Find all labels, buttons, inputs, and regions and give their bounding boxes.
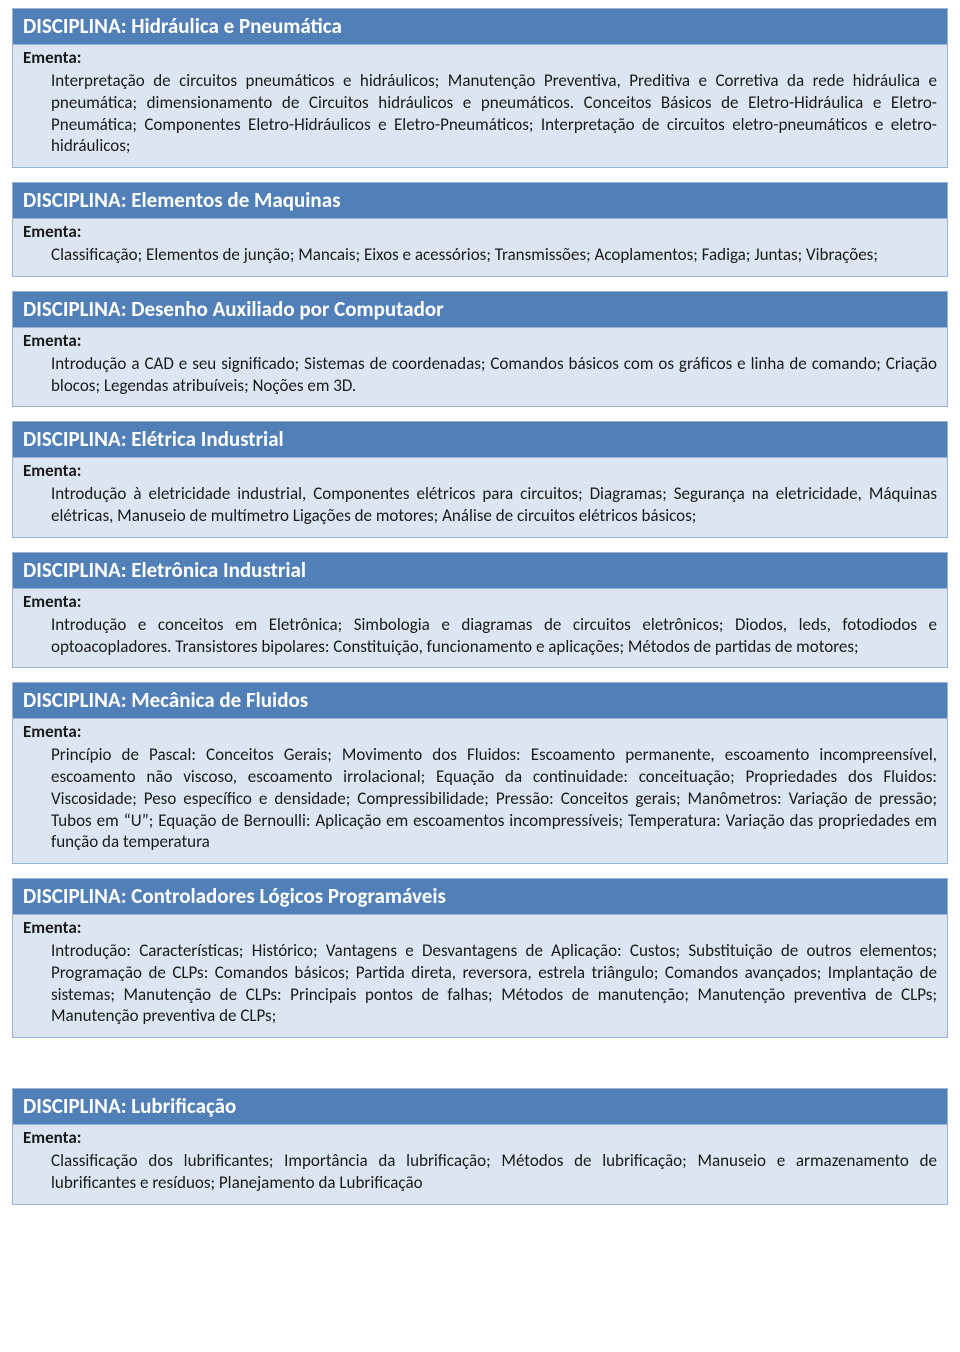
ementa-text: Classificação dos lubrificantes; Importâ… (23, 1150, 937, 1194)
ementa-text: Interpretação de circuitos pneumáticos e… (23, 70, 937, 157)
disciplina-title: DISCIPLINA: Elétrica Industrial (13, 422, 947, 458)
ementa-label: Ementa: (23, 1127, 937, 1148)
ementa-label: Ementa: (23, 330, 937, 351)
ementa-label: Ementa: (23, 721, 937, 742)
spacer (12, 1052, 948, 1088)
card-body: Ementa: Introdução à eletricidade indust… (13, 458, 947, 537)
ementa-label: Ementa: (23, 917, 937, 938)
card-body: Ementa: Introdução: Características; His… (13, 915, 947, 1037)
ementa-text: Introdução à eletricidade industrial, Co… (23, 483, 937, 527)
card-body: Ementa: Introdução e conceitos em Eletrô… (13, 589, 947, 668)
ementa-text: Classificação; Elementos de junção; Manc… (23, 244, 937, 266)
disciplina-card: DISCIPLINA: Desenho Auxiliado por Comput… (12, 291, 948, 408)
ementa-label: Ementa: (23, 221, 937, 242)
disciplina-card: DISCIPLINA: Elétrica Industrial Ementa: … (12, 421, 948, 538)
card-body: Ementa: Classificação dos lubrificantes;… (13, 1125, 947, 1204)
card-body: Ementa: Princípio de Pascal: Conceitos G… (13, 719, 947, 863)
ementa-text: Introdução e conceitos em Eletrônica; Si… (23, 614, 937, 658)
ementa-text: Introdução a CAD e seu significado; Sist… (23, 353, 937, 397)
ementa-label: Ementa: (23, 460, 937, 481)
disciplina-title: DISCIPLINA: Elementos de Maquinas (13, 183, 947, 219)
card-body: Ementa: Interpretação de circuitos pneum… (13, 45, 947, 167)
ementa-text: Princípio de Pascal: Conceitos Gerais; M… (23, 744, 937, 853)
disciplina-card: DISCIPLINA: Mecânica de Fluidos Ementa: … (12, 682, 948, 864)
disciplina-title: DISCIPLINA: Mecânica de Fluidos (13, 683, 947, 719)
disciplina-title: DISCIPLINA: Eletrônica Industrial (13, 553, 947, 589)
ementa-label: Ementa: (23, 47, 937, 68)
disciplina-title: DISCIPLINA: Desenho Auxiliado por Comput… (13, 292, 947, 328)
disciplina-title: DISCIPLINA: Lubrificação (13, 1089, 947, 1125)
ementa-text: Introdução: Características; Histórico; … (23, 940, 937, 1027)
disciplina-card: DISCIPLINA: Elementos de Maquinas Ementa… (12, 182, 948, 277)
disciplina-card: DISCIPLINA: Eletrônica Industrial Ementa… (12, 552, 948, 669)
card-body: Ementa: Introdução a CAD e seu significa… (13, 328, 947, 407)
disciplina-title: DISCIPLINA: Controladores Lógicos Progra… (13, 879, 947, 915)
card-body: Ementa: Classificação; Elementos de junç… (13, 219, 947, 276)
disciplina-title: DISCIPLINA: Hidráulica e Pneumática (13, 9, 947, 45)
disciplina-card: DISCIPLINA: Hidráulica e Pneumática Emen… (12, 8, 948, 168)
ementa-label: Ementa: (23, 591, 937, 612)
disciplina-card: DISCIPLINA: Lubrificação Ementa: Classif… (12, 1088, 948, 1205)
disciplina-card: DISCIPLINA: Controladores Lógicos Progra… (12, 878, 948, 1038)
